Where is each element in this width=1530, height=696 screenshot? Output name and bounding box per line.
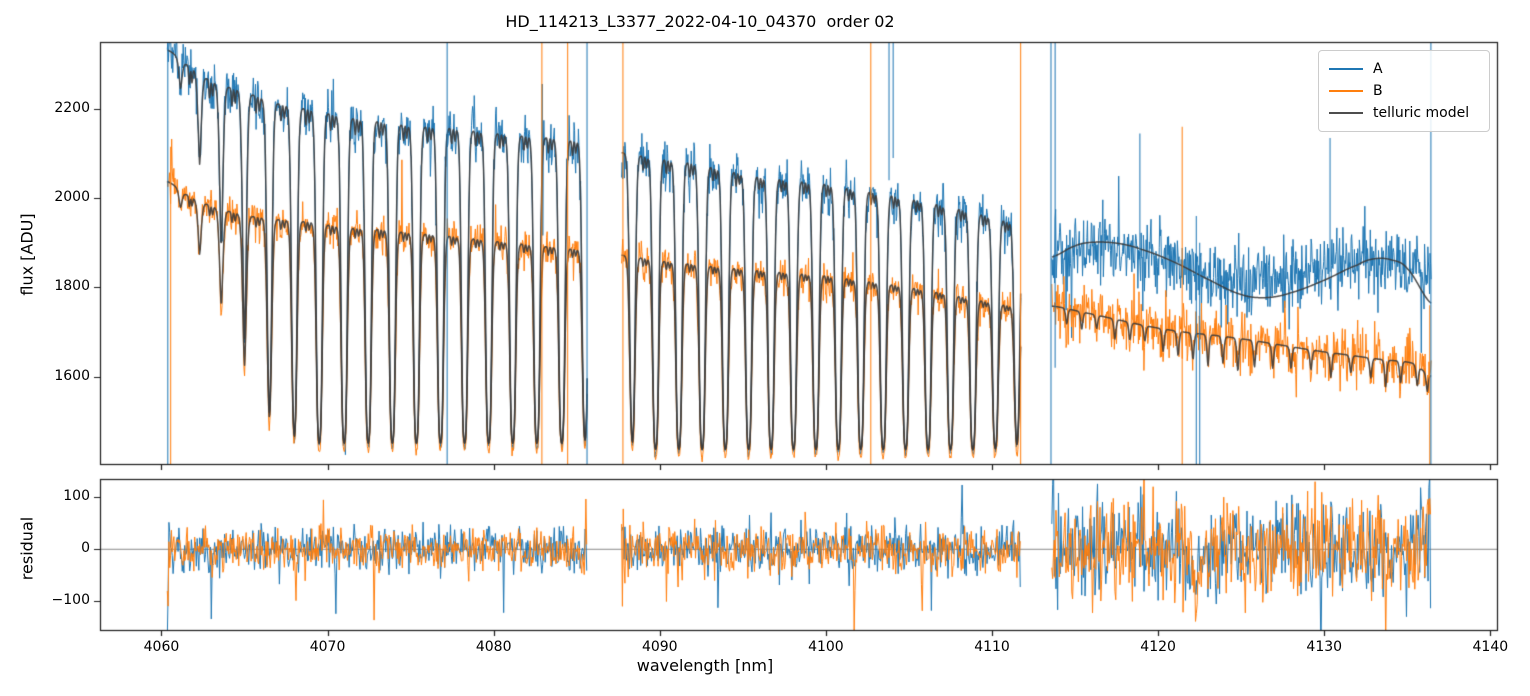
legend-item-a: A xyxy=(1329,58,1479,80)
x-tick-label: 4110 xyxy=(974,639,1010,655)
x-tick-label: 4090 xyxy=(641,639,678,655)
residual-tick-label: 100 xyxy=(63,488,90,505)
x-tick-label: 4120 xyxy=(1140,639,1176,655)
flux-tick-label: 2200 xyxy=(54,99,90,116)
series-b-line-swatch xyxy=(1329,90,1363,92)
residual-tick-label: −100 xyxy=(51,592,90,609)
x-tick-label: 4100 xyxy=(808,639,844,655)
x-tick-label: 4140 xyxy=(1472,639,1509,655)
flux-tick-label: 1800 xyxy=(54,278,90,295)
legend-label-b: B xyxy=(1373,83,1383,99)
x-tick-label: 4060 xyxy=(143,639,180,655)
legend-label-telluric-model: telluric model xyxy=(1373,105,1470,121)
legend: A B telluric model xyxy=(1318,50,1490,132)
wavelength-axis-label: wavelength [nm] xyxy=(636,656,774,675)
residual-tick-label: 0 xyxy=(81,540,90,557)
legend-label-a: A xyxy=(1373,61,1383,77)
x-tick-label: 4070 xyxy=(309,639,346,655)
chart-title: HD_114213_L3377_2022-04-10_04370 order 0… xyxy=(505,12,895,31)
x-tick-label: 4130 xyxy=(1306,639,1343,655)
legend-item-telluric-model: telluric model xyxy=(1329,102,1479,124)
series-a-line-swatch xyxy=(1329,68,1363,70)
flux-tick-label: 1600 xyxy=(54,367,90,384)
flux-tick-label: 2000 xyxy=(54,189,90,206)
telluric-model-line-swatch xyxy=(1329,112,1363,114)
x-tick-label: 4080 xyxy=(475,639,512,655)
legend-item-b: B xyxy=(1329,80,1479,102)
